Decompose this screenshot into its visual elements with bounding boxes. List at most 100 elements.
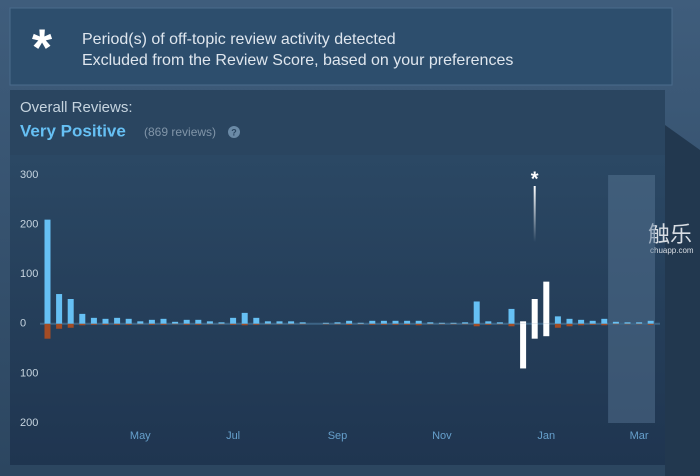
excluded-marker: * — [531, 168, 539, 190]
bar — [346, 323, 353, 325]
bar — [230, 323, 237, 325]
bar — [67, 299, 74, 324]
bar — [172, 321, 179, 324]
bar — [473, 323, 480, 327]
bar — [589, 323, 596, 325]
bar — [612, 321, 619, 324]
bar — [137, 321, 144, 324]
bar — [334, 322, 341, 324]
bar — [380, 320, 387, 324]
bar — [601, 318, 608, 324]
banner — [9, 7, 673, 86]
bar — [554, 316, 561, 324]
bar — [427, 322, 434, 324]
bar — [404, 320, 411, 324]
help-text[interactable]: ? — [231, 127, 237, 137]
summary-count: (869 reviews) — [144, 125, 216, 139]
bar — [566, 318, 573, 324]
chart-area — [10, 155, 665, 465]
bar — [496, 322, 503, 324]
bar — [647, 320, 654, 324]
bar — [241, 312, 248, 324]
x-tick-label: Nov — [432, 430, 452, 442]
bar — [102, 318, 109, 324]
bar — [67, 323, 74, 328]
bar — [160, 323, 167, 325]
bar — [601, 323, 608, 326]
bar — [357, 322, 364, 324]
bar — [380, 323, 387, 325]
bar — [230, 317, 237, 324]
bar — [114, 317, 121, 324]
bar — [148, 319, 155, 324]
bar — [195, 323, 202, 325]
bar — [79, 313, 86, 324]
bar — [148, 323, 155, 325]
bar — [125, 318, 132, 324]
bar — [79, 323, 86, 326]
help-icon[interactable] — [228, 126, 240, 138]
bar — [589, 320, 596, 324]
bar — [183, 323, 190, 325]
y-tick-label: 100 — [20, 268, 38, 280]
bar — [90, 317, 97, 324]
banner-line: Excluded from the Review Score, based on… — [82, 52, 513, 69]
bar — [218, 322, 225, 324]
bar — [160, 318, 167, 324]
x-tick-label: Jul — [226, 430, 240, 442]
bar — [369, 323, 376, 325]
bar — [346, 320, 353, 324]
bar — [322, 322, 329, 324]
bar — [183, 319, 190, 324]
bar — [415, 323, 422, 326]
bar — [90, 323, 97, 325]
bar — [288, 321, 295, 324]
bar — [299, 322, 306, 324]
watermark-site: chuapp.com — [650, 246, 694, 255]
side-decor — [665, 125, 700, 476]
y-tick-label: 300 — [20, 169, 38, 181]
bar — [624, 322, 631, 324]
bar — [56, 323, 63, 329]
bar — [450, 322, 457, 324]
bar — [485, 323, 492, 325]
excluded-bar — [543, 281, 550, 324]
y-tick-label: 100 — [20, 367, 38, 379]
bar — [485, 321, 492, 324]
bar — [114, 323, 121, 325]
bar — [508, 308, 515, 324]
excluded-bar — [543, 323, 550, 337]
summary-label: Overall Reviews: — [20, 99, 133, 116]
bar — [636, 322, 643, 324]
bar — [578, 323, 585, 326]
excluded-bar — [520, 321, 527, 324]
bar — [264, 321, 271, 324]
bar — [647, 323, 654, 325]
excluded-line — [533, 186, 536, 242]
bar — [438, 322, 445, 324]
excluded-bar — [520, 323, 527, 369]
bar — [44, 219, 51, 324]
x-tick-label: Sep — [328, 430, 348, 442]
summary-rating: Very Positive — [20, 121, 126, 140]
watermark-title: 触乐 — [648, 222, 692, 247]
y-tick-label: 200 — [20, 219, 38, 231]
bar — [462, 322, 469, 324]
bar — [404, 323, 411, 325]
excluded-bar — [531, 299, 538, 324]
bar — [415, 320, 422, 324]
bar — [392, 320, 399, 324]
bar — [554, 323, 561, 328]
bar — [578, 319, 585, 324]
excluded-bar — [531, 323, 538, 339]
bar — [44, 323, 51, 339]
bar — [195, 319, 202, 324]
bar — [508, 323, 515, 327]
recent-shade — [608, 175, 655, 423]
bar — [392, 323, 399, 325]
bar — [369, 320, 376, 324]
y-tick-label: 0 — [20, 318, 26, 330]
banner-symbol: * — [32, 20, 53, 78]
x-tick-label: May — [130, 430, 151, 442]
bar — [473, 301, 480, 324]
